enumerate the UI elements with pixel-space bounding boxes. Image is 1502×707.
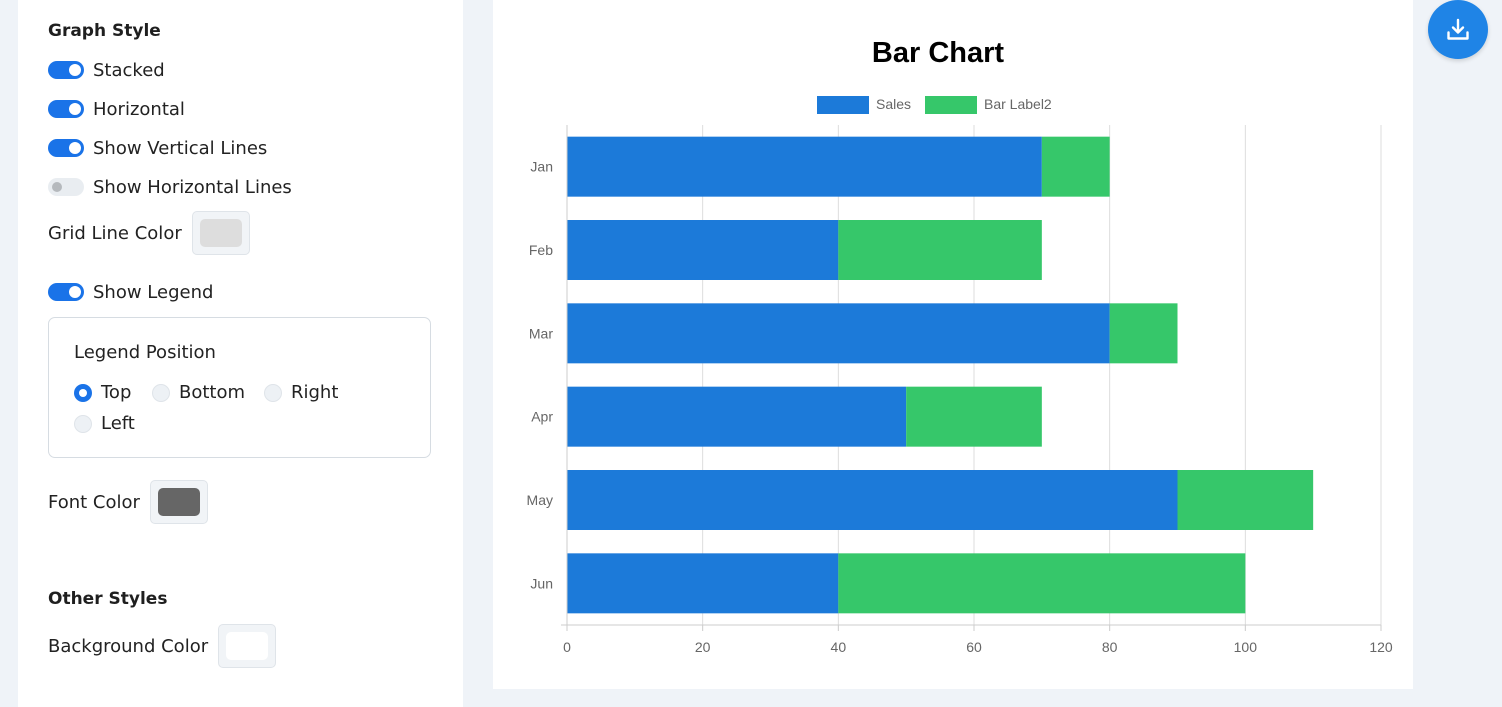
bar-label2-mar[interactable] <box>1109 303 1178 364</box>
y-tick-label: Mar <box>529 325 553 341</box>
legend-swatch[interactable] <box>925 96 977 114</box>
horizontal-toggle[interactable] <box>48 100 84 118</box>
y-tick-label: May <box>527 492 553 508</box>
radio-label-right: Right <box>291 382 339 403</box>
bar-label2-jun[interactable] <box>838 553 1246 614</box>
vertical-lines-label: Show Vertical Lines <box>93 137 268 159</box>
legend-radio-right[interactable]: Right <box>264 382 338 403</box>
chart-bars <box>567 136 1314 614</box>
radio-unchecked-icon <box>152 383 170 402</box>
chart-card: Bar Chart Sales Bar Label2 Jan Feb Mar Apr Ma… <box>493 0 1413 689</box>
show-legend-toggle-row[interactable]: Show Legend <box>48 281 214 303</box>
background-color-label: Background Color <box>48 635 209 657</box>
vertical-lines-toggle-row[interactable]: Show Vertical Lines <box>48 137 268 159</box>
x-tick-label: 20 <box>695 639 711 655</box>
radio-label-top: Top <box>101 382 132 403</box>
y-tick-label: Apr <box>531 409 553 425</box>
x-tick-label: 40 <box>831 639 847 655</box>
y-tick-label: Feb <box>529 242 553 258</box>
grid-line-color-swatch <box>199 219 242 247</box>
bar-sales-may[interactable] <box>567 470 1178 530</box>
download-button[interactable] <box>1428 0 1488 59</box>
x-tick-label: 60 <box>966 639 982 655</box>
radio-checked-icon <box>74 383 92 402</box>
chart-grid <box>702 125 1382 625</box>
y-tick-label: Jun <box>530 575 553 591</box>
download-icon <box>1447 18 1469 40</box>
font-color-swatch <box>157 488 200 516</box>
legend-position-group: Legend Position Top Bottom Right Left <box>48 317 431 458</box>
background-color-picker[interactable] <box>218 624 277 668</box>
other-styles-title: Other Styles <box>48 589 168 609</box>
horizontal-toggle-row[interactable]: Horizontal <box>48 98 185 120</box>
legend-radio-left[interactable]: Left <box>74 413 135 434</box>
bar-sales-jan[interactable] <box>567 136 1042 197</box>
radio-label-left: Left <box>101 413 135 434</box>
chart-legend[interactable]: Sales Bar Label2 <box>817 96 1052 114</box>
radio-unchecked-icon <box>264 383 282 402</box>
legend-label[interactable]: Sales <box>876 96 911 112</box>
bar-label2-apr[interactable] <box>906 386 1042 447</box>
settings-panel: Graph Style Stacked Horizontal Show Vert… <box>18 0 463 707</box>
x-tick-label: 0 <box>563 639 571 655</box>
legend-swatch[interactable] <box>817 96 869 114</box>
grid-line-color-picker[interactable] <box>191 211 250 255</box>
chart-title: Bar Chart <box>872 37 1004 69</box>
stacked-label: Stacked <box>93 59 165 81</box>
background-color-swatch <box>226 632 269 660</box>
y-tick-label: Jan <box>530 159 553 175</box>
bar-label2-feb[interactable] <box>838 220 1042 280</box>
background-color-row: Background Color <box>48 624 277 668</box>
bar-label2-may[interactable] <box>1177 470 1314 530</box>
show-legend-label: Show Legend <box>93 281 214 303</box>
stacked-toggle[interactable] <box>48 61 84 79</box>
horizontal-label: Horizontal <box>93 98 185 120</box>
horizontal-lines-toggle-row[interactable]: Show Horizontal Lines <box>48 176 292 198</box>
graph-style-title: Graph Style <box>48 21 161 41</box>
bar-sales-feb[interactable] <box>567 220 839 280</box>
radio-label-bottom: Bottom <box>179 382 246 403</box>
font-color-picker[interactable] <box>149 480 208 524</box>
grid-line-color-label: Grid Line Color <box>48 222 182 244</box>
legend-label[interactable]: Bar Label2 <box>984 96 1052 112</box>
legend-radio-bottom[interactable]: Bottom <box>152 382 245 403</box>
font-color-row: Font Color <box>48 480 208 524</box>
x-tick-label: 100 <box>1234 639 1258 655</box>
bar-label2-jan[interactable] <box>1041 136 1110 197</box>
bar-sales-jun[interactable] <box>567 553 839 614</box>
chart-axes: Jan Feb Mar Apr May Jun 0 20 40 60 80 100 120 <box>527 125 1393 655</box>
legend-radio-top[interactable]: Top <box>74 382 131 403</box>
x-tick-label: 80 <box>1102 639 1118 655</box>
horizontal-lines-label: Show Horizontal Lines <box>93 176 292 198</box>
legend-position-title: Legend Position <box>74 342 216 363</box>
bar-chart: Bar Chart Sales Bar Label2 Jan Feb Mar Apr Ma… <box>527 37 1393 655</box>
radio-unchecked-icon <box>74 414 92 433</box>
stacked-toggle-row[interactable]: Stacked <box>48 59 165 81</box>
vertical-lines-toggle[interactable] <box>48 139 84 157</box>
x-tick-label: 120 <box>1369 639 1393 655</box>
bar-sales-mar[interactable] <box>567 303 1110 364</box>
horizontal-lines-toggle[interactable] <box>48 178 84 196</box>
show-legend-toggle[interactable] <box>48 283 84 301</box>
bar-sales-apr[interactable] <box>567 386 907 447</box>
grid-line-color-row: Grid Line Color <box>48 211 250 255</box>
font-color-label: Font Color <box>48 491 140 513</box>
